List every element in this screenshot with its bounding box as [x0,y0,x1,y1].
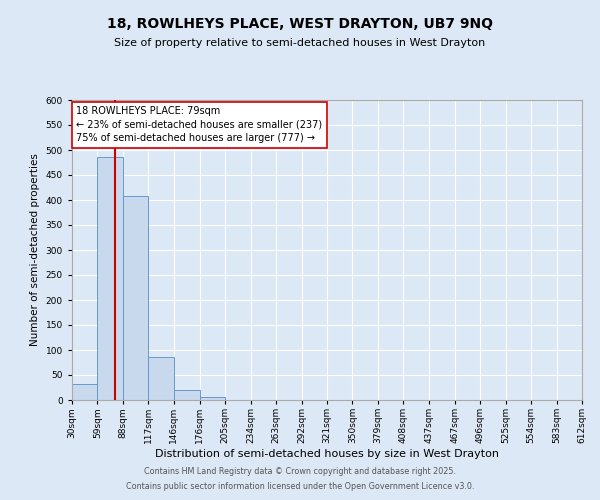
Text: Size of property relative to semi-detached houses in West Drayton: Size of property relative to semi-detach… [115,38,485,48]
X-axis label: Distribution of semi-detached houses by size in West Drayton: Distribution of semi-detached houses by … [155,449,499,459]
Bar [123,196,148,400]
Y-axis label: Number of semi-detached properties: Number of semi-detached properties [30,154,40,346]
Text: Contains HM Land Registry data © Crown copyright and database right 2025.: Contains HM Land Registry data © Crown c… [144,467,456,476]
Bar [173,390,200,400]
Text: 18, ROWLHEYS PLACE, WEST DRAYTON, UB7 9NQ: 18, ROWLHEYS PLACE, WEST DRAYTON, UB7 9N… [107,18,493,32]
Bar [148,357,173,400]
Bar [72,384,97,400]
Text: Contains public sector information licensed under the Open Government Licence v3: Contains public sector information licen… [126,482,474,491]
Bar [200,397,226,400]
Text: 18 ROWLHEYS PLACE: 79sqm
← 23% of semi-detached houses are smaller (237)
75% of : 18 ROWLHEYS PLACE: 79sqm ← 23% of semi-d… [76,106,323,143]
Bar [97,156,123,400]
